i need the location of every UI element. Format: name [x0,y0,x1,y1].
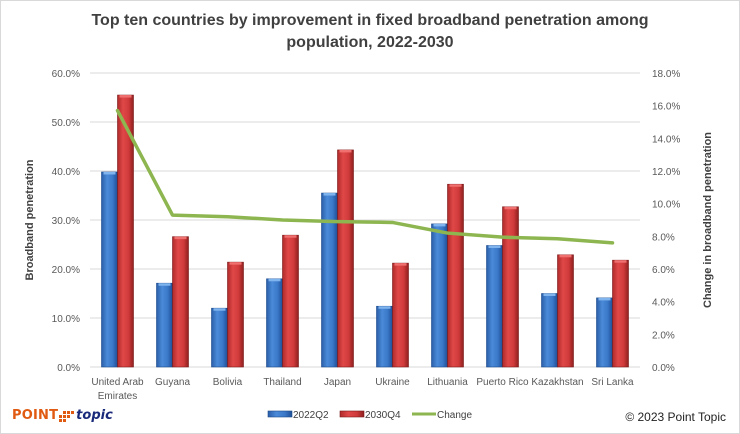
x-tick-label: Puerto Rico [476,377,529,388]
bar-cap [284,235,297,238]
copyright: © 2023 Point Topic [625,410,726,424]
bar-2022Q2 [211,307,228,368]
chart-title-line-2: population, 2022-2030 [286,34,454,51]
bar-cap [598,297,611,301]
legend-item-Change: Change [412,410,472,421]
bar-2030Q4 [172,236,189,368]
legend-label: Change [437,410,472,421]
legend-label: 2022Q2 [293,410,329,421]
right-tick-label: 2.0% [652,330,675,341]
bar-2022Q2 [431,223,448,368]
bar-cap [268,278,281,282]
bar-cap [614,260,627,263]
right-tick-label: 6.0% [652,265,675,276]
left-tick-label: 0.0% [57,363,80,374]
right-tick-label: 16.0% [652,102,680,113]
chart-title-line-1: Top ten countries by improvement in fixe… [91,12,649,29]
chart-title: Top ten countries by improvement in fixe… [0,10,740,54]
legend-swatch [267,410,293,418]
legend-item-2022Q2: 2022Q2 [267,410,329,421]
change-line-group [115,108,615,245]
left-tick-label: 50.0% [52,118,80,129]
bar-2030Q4 [227,261,244,368]
bar-2022Q2 [156,282,173,368]
change-line [115,108,615,245]
bar-2022Q2 [376,305,393,368]
x-axis-ticks: United Arab Emirates Guyana Bolivia Thailand… [91,377,634,402]
right-tick-label: 14.0% [652,134,680,145]
left-axis-ticks: 0.0% 10.0% 20.0% 30.0% 40.0% 50.0% 60.0% [52,69,80,374]
bar-2022Q2 [596,297,613,368]
bar-cap [213,308,226,311]
bar-cap [158,283,171,286]
bar-cap [339,149,352,153]
bar-cap [449,184,462,187]
left-tick-label: 10.0% [52,314,80,325]
right-tick-label: 10.0% [652,200,680,211]
left-tick-label: 30.0% [52,216,80,227]
bar-cap [229,262,242,265]
legend-swatch [339,410,365,418]
x-tick-label: Sri Lanka [591,377,634,388]
left-tick-label: 20.0% [52,265,80,276]
bar-2030Q4 [612,259,629,368]
bar-2030Q4 [447,183,464,368]
x-tick-label: Ukraine [375,377,410,388]
x-tick-label: Guyana [155,377,190,388]
bar-cap [323,193,336,196]
logo-grid-icon [59,410,75,422]
x-tick-label: Kazakhstan [531,377,583,388]
logo-topic-text: topic [76,408,113,423]
bar-cap [504,206,517,210]
x-tick-label: Lithuania [427,377,468,388]
x-tick-label: Thailand [263,377,301,388]
bar-cap [543,293,556,296]
bar-2030Q4 [502,206,519,368]
left-axis-label: Broadband penetration [24,159,36,280]
right-tick-label: 8.0% [652,232,675,243]
bar-2022Q2 [321,192,338,368]
logo-point-text: POINT [12,408,59,423]
right-tick-label: 12.0% [652,167,680,178]
legend-label: 2030Q4 [365,410,401,421]
left-tick-label: 60.0% [52,69,80,80]
bar-2030Q4 [337,149,354,368]
bars [101,94,629,368]
x-tick-label: Japan [324,377,351,388]
bar-2022Q2 [541,293,558,368]
right-tick-label: 4.0% [652,298,675,309]
bar-2030Q4 [557,254,574,368]
right-axis-ticks: 0.0% 2.0% 4.0% 6.0% 8.0% 10.0% 12.0% 14.0% 16.0%… [652,69,680,374]
bar-cap [488,245,501,248]
point-topic-logo: POINT topic [12,408,113,424]
right-tick-label: 0.0% [652,363,675,374]
bar-2022Q2 [486,245,503,368]
bar-cap [394,263,407,266]
bar-2030Q4 [282,234,299,368]
bar-2022Q2 [101,171,118,368]
x-tick-label: Bolivia [213,377,243,388]
bar-cap [103,171,116,175]
bar-cap [433,223,446,227]
bar-cap [378,306,391,309]
x-tick-label: United Arab [91,377,144,388]
x-tick-label: Emirates [98,391,137,402]
bar-cap [559,254,572,258]
right-axis-label: Change in broadband penetration [702,132,714,308]
bar-2030Q4 [392,262,409,368]
left-tick-label: 40.0% [52,167,80,178]
bar-cap [119,95,132,98]
legend-item-2030Q4: 2030Q4 [339,410,401,421]
bar-cap [174,236,187,240]
bar-2022Q2 [266,278,283,368]
right-tick-label: 18.0% [652,69,680,80]
legend: 2022Q2 2030Q4 Change [267,410,472,421]
